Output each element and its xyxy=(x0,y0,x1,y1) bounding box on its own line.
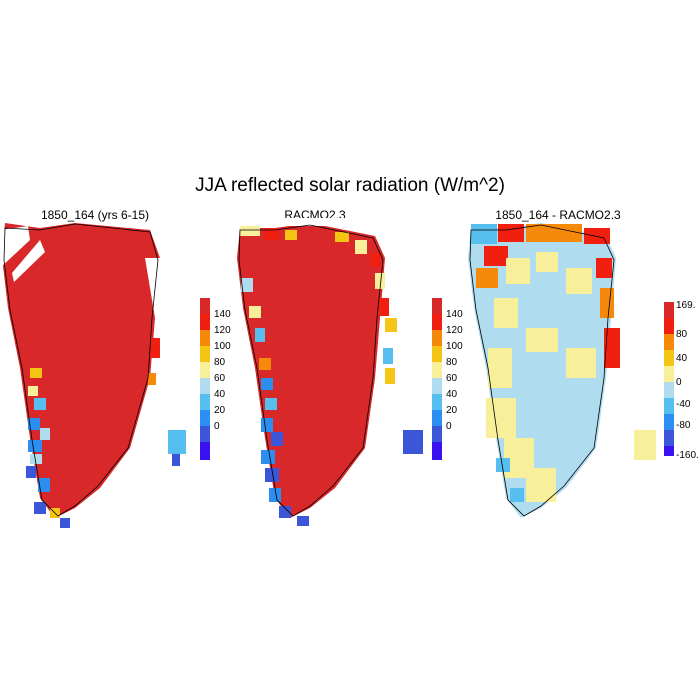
figure-title: JJA reflected solar radiation (W/m^2) xyxy=(195,175,505,196)
colorbar-tick: 120 xyxy=(214,325,231,336)
colorbar-tick: 80 xyxy=(214,357,226,368)
colorbar-tick: 0 xyxy=(446,421,452,432)
colorbar-tick: -160. xyxy=(676,450,699,460)
colorbar-tick: 0 xyxy=(676,377,682,388)
colorbar-tick: 40 xyxy=(214,389,226,400)
colorbar-tick: 100 xyxy=(214,341,231,352)
coastline xyxy=(238,224,384,517)
colorbar-tick: 40 xyxy=(446,389,458,400)
colorbar-difference: 169. 80 40 0 -40 -80 -160. xyxy=(664,300,699,460)
colorbar-tick: 120 xyxy=(446,325,463,336)
panel-title-difference: 1850_164 - RACMO2.3 xyxy=(495,208,621,222)
colorbar-tick: 80 xyxy=(676,329,688,340)
colorbar-tick: 169. xyxy=(676,300,695,311)
panel-title-model: 1850_164 (yrs 6-15) xyxy=(40,208,150,222)
map-model xyxy=(0,223,186,528)
colorbar-tick: 80 xyxy=(446,357,458,368)
coastal-cells xyxy=(26,338,186,528)
colorbar-tick: 140 xyxy=(214,309,231,320)
colorbar-tick: 100 xyxy=(446,341,463,352)
map-racmo xyxy=(235,218,425,526)
coastline xyxy=(3,223,159,517)
colorbar-model: 140 120 100 80 60 40 20 0 xyxy=(200,298,231,460)
colorbar-tick: 0 xyxy=(214,421,220,432)
colorbar-tick: 140 xyxy=(446,309,463,320)
colorbar-tick: -80 xyxy=(676,420,691,431)
colorbar-tick: 40 xyxy=(676,353,688,364)
coastline xyxy=(469,224,615,517)
difference-cells xyxy=(471,224,656,502)
colorbar-racmo: 140 120 100 80 60 40 20 0 xyxy=(432,298,463,460)
map-difference xyxy=(468,223,656,518)
colorbar-tick: -40 xyxy=(676,399,691,410)
coastal-cells xyxy=(240,226,423,526)
colorbar-tick: 60 xyxy=(214,373,226,384)
colorbar-tick: 20 xyxy=(446,405,458,416)
colorbar-tick: 60 xyxy=(446,373,458,384)
colorbar-tick: 20 xyxy=(214,405,226,416)
